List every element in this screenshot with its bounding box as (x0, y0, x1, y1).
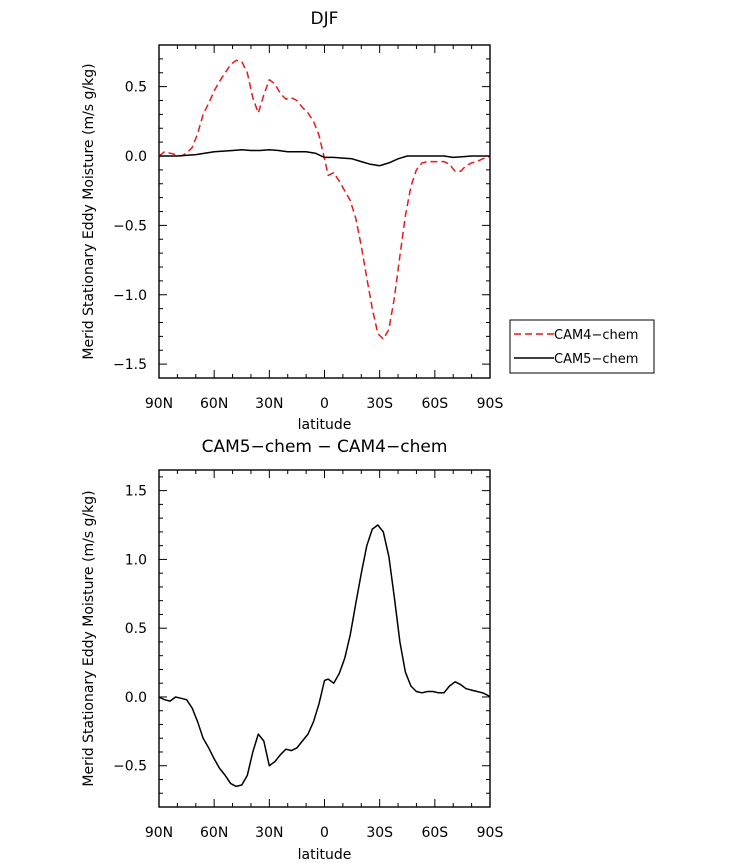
y-tick-label: −1.5 (113, 357, 147, 373)
y-tick-label: −1.0 (113, 288, 147, 304)
x-tick-label: 0 (320, 396, 329, 412)
x-tick-label: 60S (421, 825, 448, 841)
x-tick-label: 60N (200, 396, 228, 412)
series-line-2 (159, 149, 490, 167)
y-tick-label: 0.0 (125, 149, 147, 165)
x-tick-label: 90S (477, 825, 504, 841)
x-tick-label: 90N (145, 825, 173, 841)
y-tick-label: 0.0 (125, 690, 147, 706)
y-axis-label: Merid Stationary Eddy Moisture (m/s g/kg… (81, 490, 97, 786)
chart-title: DJF (311, 9, 339, 29)
x-tick-label: 0 (320, 825, 329, 841)
chart-panel-2 (158, 469, 491, 808)
chart-title: CAM5−chem − CAM4−chem (202, 437, 448, 457)
plot-frame (158, 44, 491, 379)
plot-frame (158, 469, 491, 808)
legend-box (509, 319, 655, 374)
chart-panel-1 (158, 44, 655, 379)
y-tick-label: 1.5 (125, 484, 147, 500)
y-tick-label: 1.0 (125, 552, 147, 568)
x-tick-label: 60N (200, 825, 228, 841)
legend-label: CAM5−chem (554, 352, 638, 367)
x-tick-label: 30N (255, 825, 283, 841)
series-line-1 (158, 59, 491, 340)
y-tick-label: −0.5 (113, 218, 147, 234)
x-tick-label: 60S (421, 396, 448, 412)
x-axis-label: latitude (298, 417, 352, 433)
y-tick-label: 0.5 (125, 80, 147, 96)
x-tick-label: 30S (366, 825, 393, 841)
x-tick-label: 30S (366, 396, 393, 412)
x-tick-label: 90S (477, 396, 504, 412)
x-tick-label: 30N (255, 396, 283, 412)
y-tick-label: −0.5 (113, 759, 147, 775)
series-line-1 (158, 524, 491, 788)
y-tick-label: 0.5 (125, 621, 147, 637)
x-axis-label: latitude (298, 847, 352, 863)
x-tick-label: 90N (145, 396, 173, 412)
y-axis-label: Merid Stationary Eddy Moisture (m/s g/kg… (81, 63, 97, 359)
legend-label: CAM4−chem (554, 328, 638, 343)
